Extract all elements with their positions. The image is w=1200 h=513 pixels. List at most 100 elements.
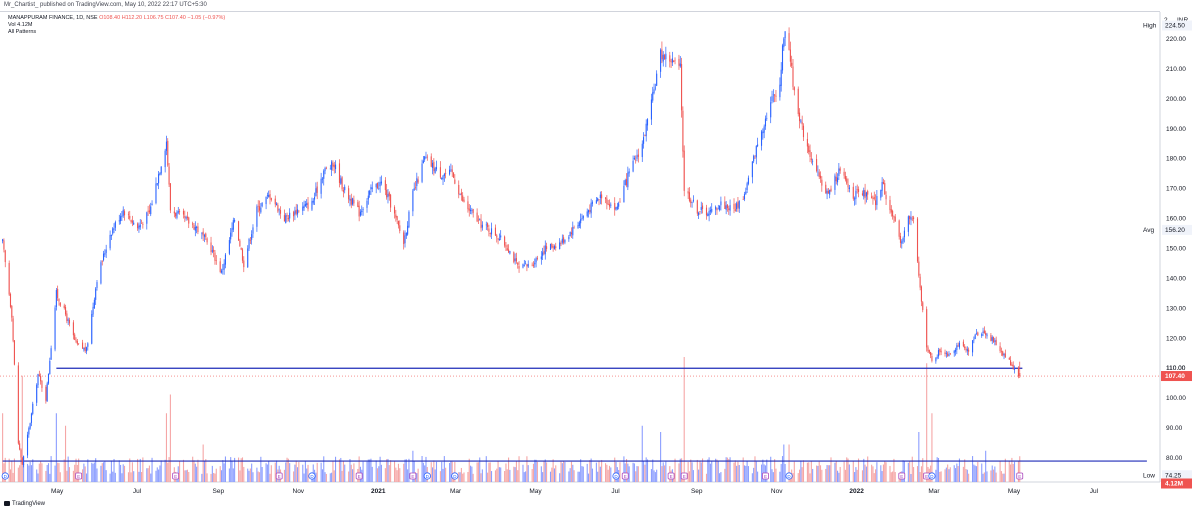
volume-bar <box>454 461 456 482</box>
legend-patterns[interactable]: All Patterns <box>8 29 37 35</box>
candle-body <box>404 235 406 244</box>
candle-body <box>459 194 461 195</box>
volume-bar <box>991 465 993 482</box>
candle-body <box>614 203 616 210</box>
volume-bar <box>142 457 144 482</box>
volume-bar <box>523 472 525 482</box>
candle-body <box>159 172 161 175</box>
candle-body <box>549 243 552 250</box>
volume-bar <box>700 462 702 482</box>
volume-bar <box>247 468 249 482</box>
volume-bar <box>494 470 497 482</box>
volume-bar <box>981 463 983 482</box>
candle-body <box>147 210 149 212</box>
candle-body <box>325 167 327 169</box>
volume-bar <box>1000 471 1002 482</box>
volume-bar <box>757 471 759 482</box>
volume-bar <box>54 465 56 482</box>
volume-bar <box>716 459 718 482</box>
legend-volume[interactable]: Vol 4.12M <box>8 22 33 28</box>
candle-body <box>146 212 148 224</box>
volume-bar <box>4 457 6 482</box>
volume-bar <box>827 465 829 482</box>
candle-body <box>674 59 676 61</box>
candle-body <box>454 179 456 184</box>
candle-body <box>892 210 894 217</box>
candle-body <box>344 186 346 191</box>
volume-bar <box>808 462 810 482</box>
volume-bar <box>202 444 204 482</box>
price-tag-label: Avg <box>1143 227 1154 234</box>
candle-body <box>977 332 979 336</box>
volume-bar <box>321 469 323 482</box>
volume-bar <box>127 472 130 482</box>
candle-body <box>709 210 711 212</box>
volume-bar <box>857 458 860 482</box>
candle-body <box>358 205 360 217</box>
candle-body <box>937 350 940 357</box>
volume-bar <box>907 462 909 482</box>
earnings-marker-icon <box>762 472 769 480</box>
volume-bar <box>131 462 133 482</box>
candle-body <box>101 260 103 262</box>
volume-bar <box>234 457 236 482</box>
candle-body <box>26 434 29 456</box>
volume-bar <box>366 461 368 482</box>
candle-body <box>232 220 234 230</box>
price-tag-value: 4.12M <box>1165 480 1183 487</box>
volume-bar <box>882 464 884 482</box>
volume-bar <box>324 472 326 482</box>
volume-bar <box>994 466 996 482</box>
volume-bar <box>580 459 582 482</box>
volume-bar <box>532 463 535 482</box>
legend-symbol-row[interactable]: MANAPPURAM FINANCE, 1D, NSE O108.40 H112… <box>8 15 225 22</box>
volume-bar <box>708 457 710 482</box>
candle-body <box>653 89 655 93</box>
candle-body <box>12 318 14 341</box>
volume-bar <box>2 413 4 482</box>
volume-bar <box>830 457 832 482</box>
candle-body <box>234 220 236 222</box>
volume-bar <box>742 457 744 482</box>
candle-body <box>830 188 832 192</box>
volume-bar <box>331 472 333 482</box>
volume-bar <box>719 473 721 482</box>
volume-bar <box>441 461 443 482</box>
volume-bar <box>801 467 803 482</box>
candle-body <box>92 306 94 315</box>
volume-bar <box>793 461 795 482</box>
volume-bar <box>186 469 188 482</box>
volume-bar <box>525 471 527 482</box>
candle-body <box>615 207 617 210</box>
candle-body <box>379 182 381 187</box>
volume-bar <box>892 471 894 482</box>
volume-bar <box>560 461 562 482</box>
volume-bar <box>21 375 23 482</box>
volume-bar <box>736 465 738 482</box>
volume-bar <box>544 459 546 482</box>
volume-bar <box>64 425 67 482</box>
candle-body <box>909 215 911 219</box>
candle-body <box>605 197 607 199</box>
volume-bar <box>540 466 542 482</box>
candle-body <box>700 207 702 211</box>
candle-body <box>131 220 133 223</box>
candle-body <box>112 228 114 234</box>
candle-body <box>30 413 33 423</box>
candle-body <box>215 260 217 261</box>
candle-body <box>182 210 185 215</box>
candle-body <box>296 209 299 215</box>
volume-bar <box>489 462 491 482</box>
candle-body <box>801 122 803 125</box>
candle-body <box>380 181 382 184</box>
candle-body <box>122 209 124 216</box>
candle-body <box>788 33 790 50</box>
candle-body <box>75 339 77 342</box>
candle-body <box>36 384 38 403</box>
price-tag-value: 74.25 <box>1165 472 1182 479</box>
candle-body <box>424 156 426 160</box>
candle-body <box>279 210 282 214</box>
candle-body <box>470 209 472 212</box>
candle-body <box>561 238 563 243</box>
